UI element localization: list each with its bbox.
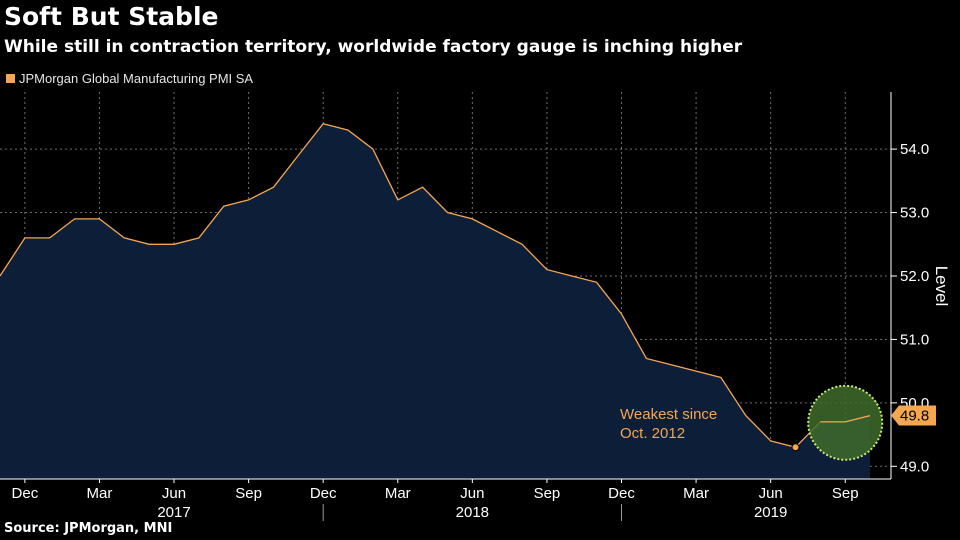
y-tick-label-4: 53.0 xyxy=(900,205,929,222)
y-axis: 49.050.051.052.053.054.049.8 xyxy=(890,92,936,479)
x-tick-label-7: Sep xyxy=(534,485,561,502)
annotation-group: Weakest since Oct. 2012 xyxy=(620,406,800,452)
x-tick-label-5: Mar xyxy=(385,485,411,502)
last-value-label: 49.8 xyxy=(900,408,929,425)
chart-subtitle: While still in contraction territory, wo… xyxy=(4,37,743,57)
x-tick-label-9: Mar xyxy=(683,485,709,502)
source-note: Source: JPMorgan, MNI xyxy=(4,521,173,536)
year-label-0: 2017 xyxy=(157,504,190,521)
x-tick-label-1: Mar xyxy=(87,485,113,502)
y-tick-label-2: 51.0 xyxy=(900,331,929,348)
highlight-circle-group xyxy=(807,384,884,461)
highlight-line xyxy=(820,414,871,423)
x-tick-label-2: Jun xyxy=(162,485,186,502)
y-tick-label-3: 52.0 xyxy=(900,268,929,285)
y-axis-label: Level xyxy=(932,266,951,307)
x-tick-label-0: Dec xyxy=(12,485,39,502)
year-label-2: 2019 xyxy=(754,504,787,521)
x-tick-label-8: Dec xyxy=(608,485,635,502)
x-axis: Dec Mar Jun Sep Dec Mar Jun Sep Dec Mar Jun Sep 2017… xyxy=(0,478,891,521)
annotation-text-0: Weakest since xyxy=(620,406,717,423)
series-line xyxy=(0,122,871,449)
y-tick-label-0: 49.0 xyxy=(900,458,929,475)
legend-label: JPMorgan Global Manufacturing PMI SA xyxy=(19,71,254,86)
x-tick-label-10: Jun xyxy=(759,485,783,502)
legend-swatch xyxy=(6,74,15,83)
year-label-1: 2018 xyxy=(456,504,489,521)
annotation-text-1: Oct. 2012 xyxy=(620,425,685,442)
legend: JPMorgan Global Manufacturing PMI SA xyxy=(6,71,253,86)
last-value-callout xyxy=(891,405,936,426)
x-tick-label-3: Sep xyxy=(235,485,262,502)
x-tick-label-6: Jun xyxy=(460,485,484,502)
y-tick-label-5: 54.0 xyxy=(900,141,929,158)
annotation-point xyxy=(791,443,800,452)
series-area xyxy=(0,123,871,479)
x-tick-label-4: Dec xyxy=(310,485,337,502)
x-tick-label-11: Sep xyxy=(832,485,859,502)
chart-title: Soft But Stable xyxy=(4,2,219,31)
highlight-circle xyxy=(807,384,884,461)
